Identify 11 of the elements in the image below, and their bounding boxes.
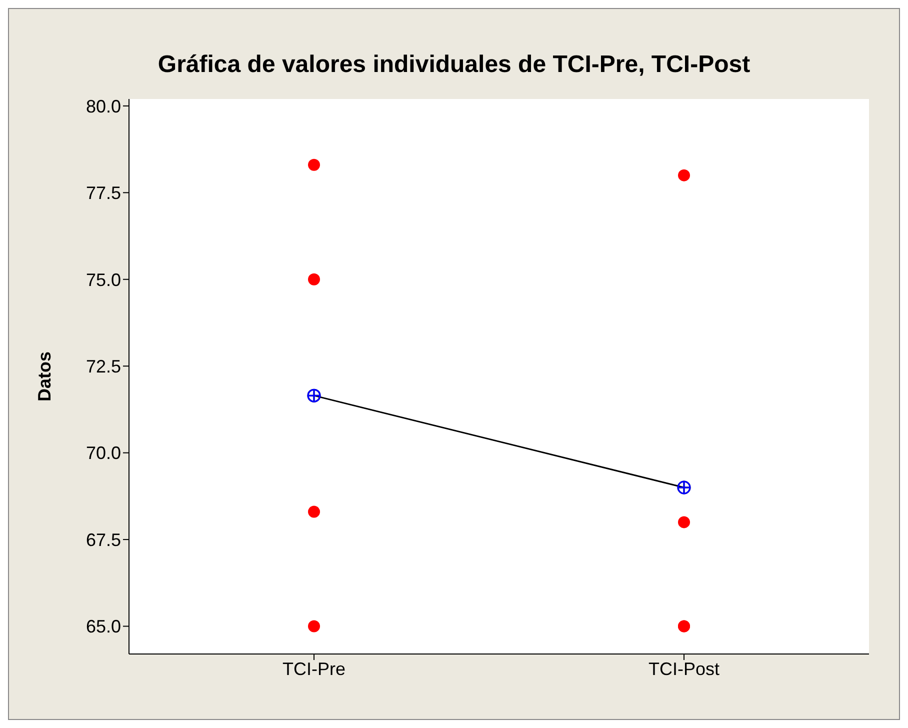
- x-tick-label: TCI-Post: [648, 658, 720, 679]
- x-tick-label: TCI-Pre: [282, 658, 346, 679]
- y-tick-label: 77.5: [86, 183, 121, 204]
- chart-title: Gráfica de valores individuales de TCI-Pre, TCI-Post: [156, 51, 752, 79]
- y-tick-label: 72.5: [86, 356, 121, 376]
- y-tick-label: 65.0: [86, 616, 121, 637]
- y-axis-title: Datos: [34, 351, 54, 402]
- y-tick-label: 67.5: [86, 530, 121, 550]
- y-tick-label: 80.0: [86, 96, 121, 116]
- y-tick-label: 70.0: [86, 443, 121, 464]
- y-tick-label: 75.0: [86, 270, 121, 290]
